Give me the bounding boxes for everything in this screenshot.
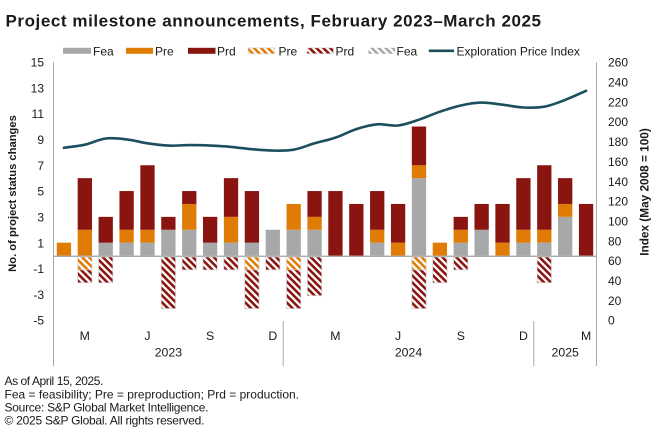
svg-text:S: S [457,329,465,343]
svg-text:J: J [144,329,150,343]
svg-text:60: 60 [608,254,622,268]
svg-text:© 2025 S&P Global. All rights: © 2025 S&P Global. All rights reserved. [5,414,205,428]
svg-text:As of April 15, 2025.: As of April 15, 2025. [5,374,103,388]
svg-text:Prd: Prd [336,45,355,59]
svg-text:Fea: Fea [397,45,418,59]
svg-text:160: 160 [608,155,628,169]
svg-text:Fea: Fea [93,45,114,59]
svg-text:Index (May 2008 = 100): Index (May 2008 = 100) [638,128,652,256]
svg-text:11: 11 [32,107,45,121]
svg-text:Pre: Pre [155,45,174,59]
svg-text:Prd: Prd [217,45,236,59]
svg-text:13: 13 [31,81,45,95]
svg-text:D: D [519,329,528,343]
svg-text:260: 260 [608,56,628,70]
svg-text:J: J [395,329,401,343]
svg-text:M: M [581,329,591,343]
svg-text:20: 20 [608,294,622,308]
svg-text:140: 140 [608,175,628,189]
svg-text:100: 100 [608,215,628,229]
svg-text:S: S [206,329,214,343]
svg-text:2025: 2025 [552,345,580,359]
svg-text:180: 180 [608,135,628,149]
svg-text:M: M [80,329,90,343]
svg-text:Exploration Price Index: Exploration Price Index [457,45,580,59]
svg-text:2023: 2023 [155,345,183,359]
svg-text:2024: 2024 [395,345,423,359]
svg-text:80: 80 [608,234,622,248]
svg-text:Pre: Pre [279,45,298,59]
svg-text:-5: -5 [33,314,44,328]
svg-text:3: 3 [37,211,44,225]
svg-text:No. of project status changes: No. of project status changes [7,115,19,272]
svg-text:Project milestone announcement: Project milestone announcements, Februar… [6,11,542,30]
svg-text:120: 120 [608,195,628,209]
svg-text:M: M [330,329,340,343]
svg-text:Fea = feasibility; Pre = prepr: Fea = feasibility; Pre = preproduction; … [5,387,300,401]
svg-text:Source: S&P Global Market Inte: Source: S&P Global Market Intelligence. [5,400,209,414]
svg-text:240: 240 [608,76,628,90]
svg-text:0: 0 [608,314,615,328]
svg-text:9: 9 [37,133,44,147]
svg-text:40: 40 [608,274,622,288]
svg-text:7: 7 [37,159,44,173]
svg-text:15: 15 [31,56,45,70]
svg-text:-3: -3 [33,288,44,302]
svg-text:1: 1 [37,236,44,250]
svg-text:-1: -1 [33,262,44,276]
svg-text:5: 5 [37,185,44,199]
svg-text:220: 220 [608,95,628,109]
svg-text:D: D [268,329,277,343]
svg-text:200: 200 [608,115,628,129]
